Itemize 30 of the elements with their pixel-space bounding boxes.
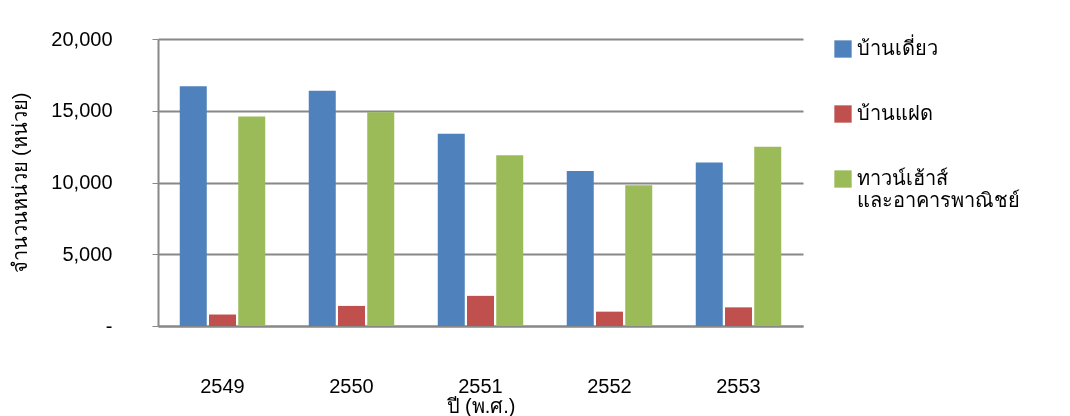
y-tick-label: 10,000: [51, 171, 113, 193]
bar: [725, 307, 752, 326]
bar: [308, 90, 336, 326]
bar: [625, 185, 653, 326]
y-tick-label: 15,000: [51, 99, 113, 122]
bar: [467, 295, 494, 326]
y-axis-title: จำนวนหน่วย (หน่วย): [9, 92, 32, 274]
bar: [238, 116, 266, 326]
bar: [754, 146, 782, 326]
bar: [695, 162, 723, 326]
x-tick-label: 2550: [329, 374, 374, 397]
x-tick-label: 2552: [587, 374, 632, 397]
bar: [338, 305, 365, 326]
bar: [209, 314, 236, 326]
bar: [596, 311, 623, 326]
x-tick-label: 2549: [200, 374, 245, 397]
y-tick-label: 20,000: [51, 27, 113, 50]
legend-label: บ้านแฝด: [857, 102, 933, 124]
legend-label: ทาวน์เฮ้าส์ และอาคารพาณิชย์: [857, 167, 1020, 211]
x-tick-label: 2551: [458, 374, 503, 397]
legend-label: บ้านเดี่ยว: [857, 34, 938, 59]
x-tick-label: 2553: [716, 374, 761, 397]
y-tick-label: 5,000: [62, 242, 113, 265]
x-axis-title: ปี (พ.ศ.): [446, 394, 516, 416]
bar: [437, 133, 465, 326]
bar: [367, 112, 395, 326]
bar: [496, 155, 524, 326]
bar: [179, 86, 207, 326]
y-tick-label: -: [105, 314, 113, 337]
bar: [566, 171, 594, 326]
